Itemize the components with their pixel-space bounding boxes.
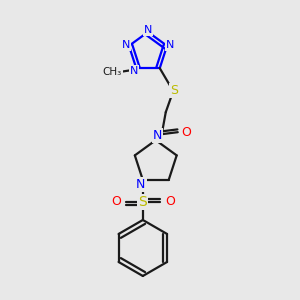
Text: S: S (138, 195, 147, 209)
Text: N: N (122, 40, 130, 50)
Text: N: N (166, 40, 174, 50)
Text: S: S (170, 84, 178, 97)
Text: O: O (181, 126, 191, 139)
Text: N: N (153, 129, 162, 142)
Text: O: O (165, 196, 175, 208)
Text: O: O (111, 196, 121, 208)
Text: N: N (130, 66, 138, 76)
Text: N: N (136, 178, 146, 191)
Text: CH₃: CH₃ (103, 67, 122, 77)
Text: N: N (144, 25, 152, 35)
